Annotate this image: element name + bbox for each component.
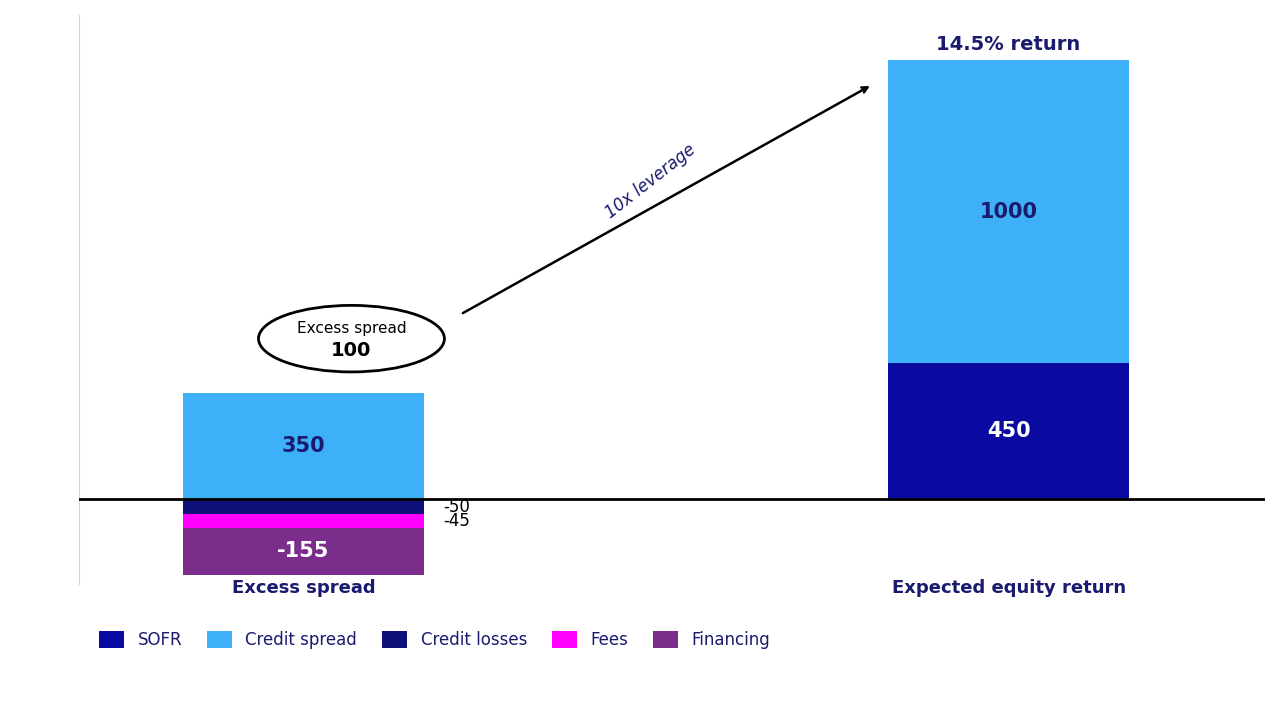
Text: 350: 350 [282, 436, 325, 456]
Text: 10x leverage: 10x leverage [602, 140, 699, 222]
Text: -45: -45 [443, 512, 470, 530]
Text: 100: 100 [332, 341, 371, 360]
Bar [183, 528, 424, 575]
Text: 14.5% return: 14.5% return [937, 35, 1080, 54]
Legend: SOFR, Credit spread, Credit losses, Fees, Financing: SOFR, Credit spread, Credit losses, Fees… [99, 631, 771, 649]
Text: Excess spread: Excess spread [297, 320, 406, 336]
Text: 450: 450 [987, 421, 1030, 441]
Text: -155: -155 [278, 541, 329, 561]
Bar [888, 60, 1129, 363]
Bar [183, 393, 424, 499]
Text: 1000: 1000 [979, 202, 1038, 222]
Bar [888, 363, 1129, 499]
Text: Excess spread: Excess spread [232, 579, 375, 597]
Text: Expected equity return: Expected equity return [891, 579, 1125, 597]
Text: -50: -50 [443, 498, 470, 516]
Bar [183, 514, 424, 528]
Bar [183, 499, 424, 514]
